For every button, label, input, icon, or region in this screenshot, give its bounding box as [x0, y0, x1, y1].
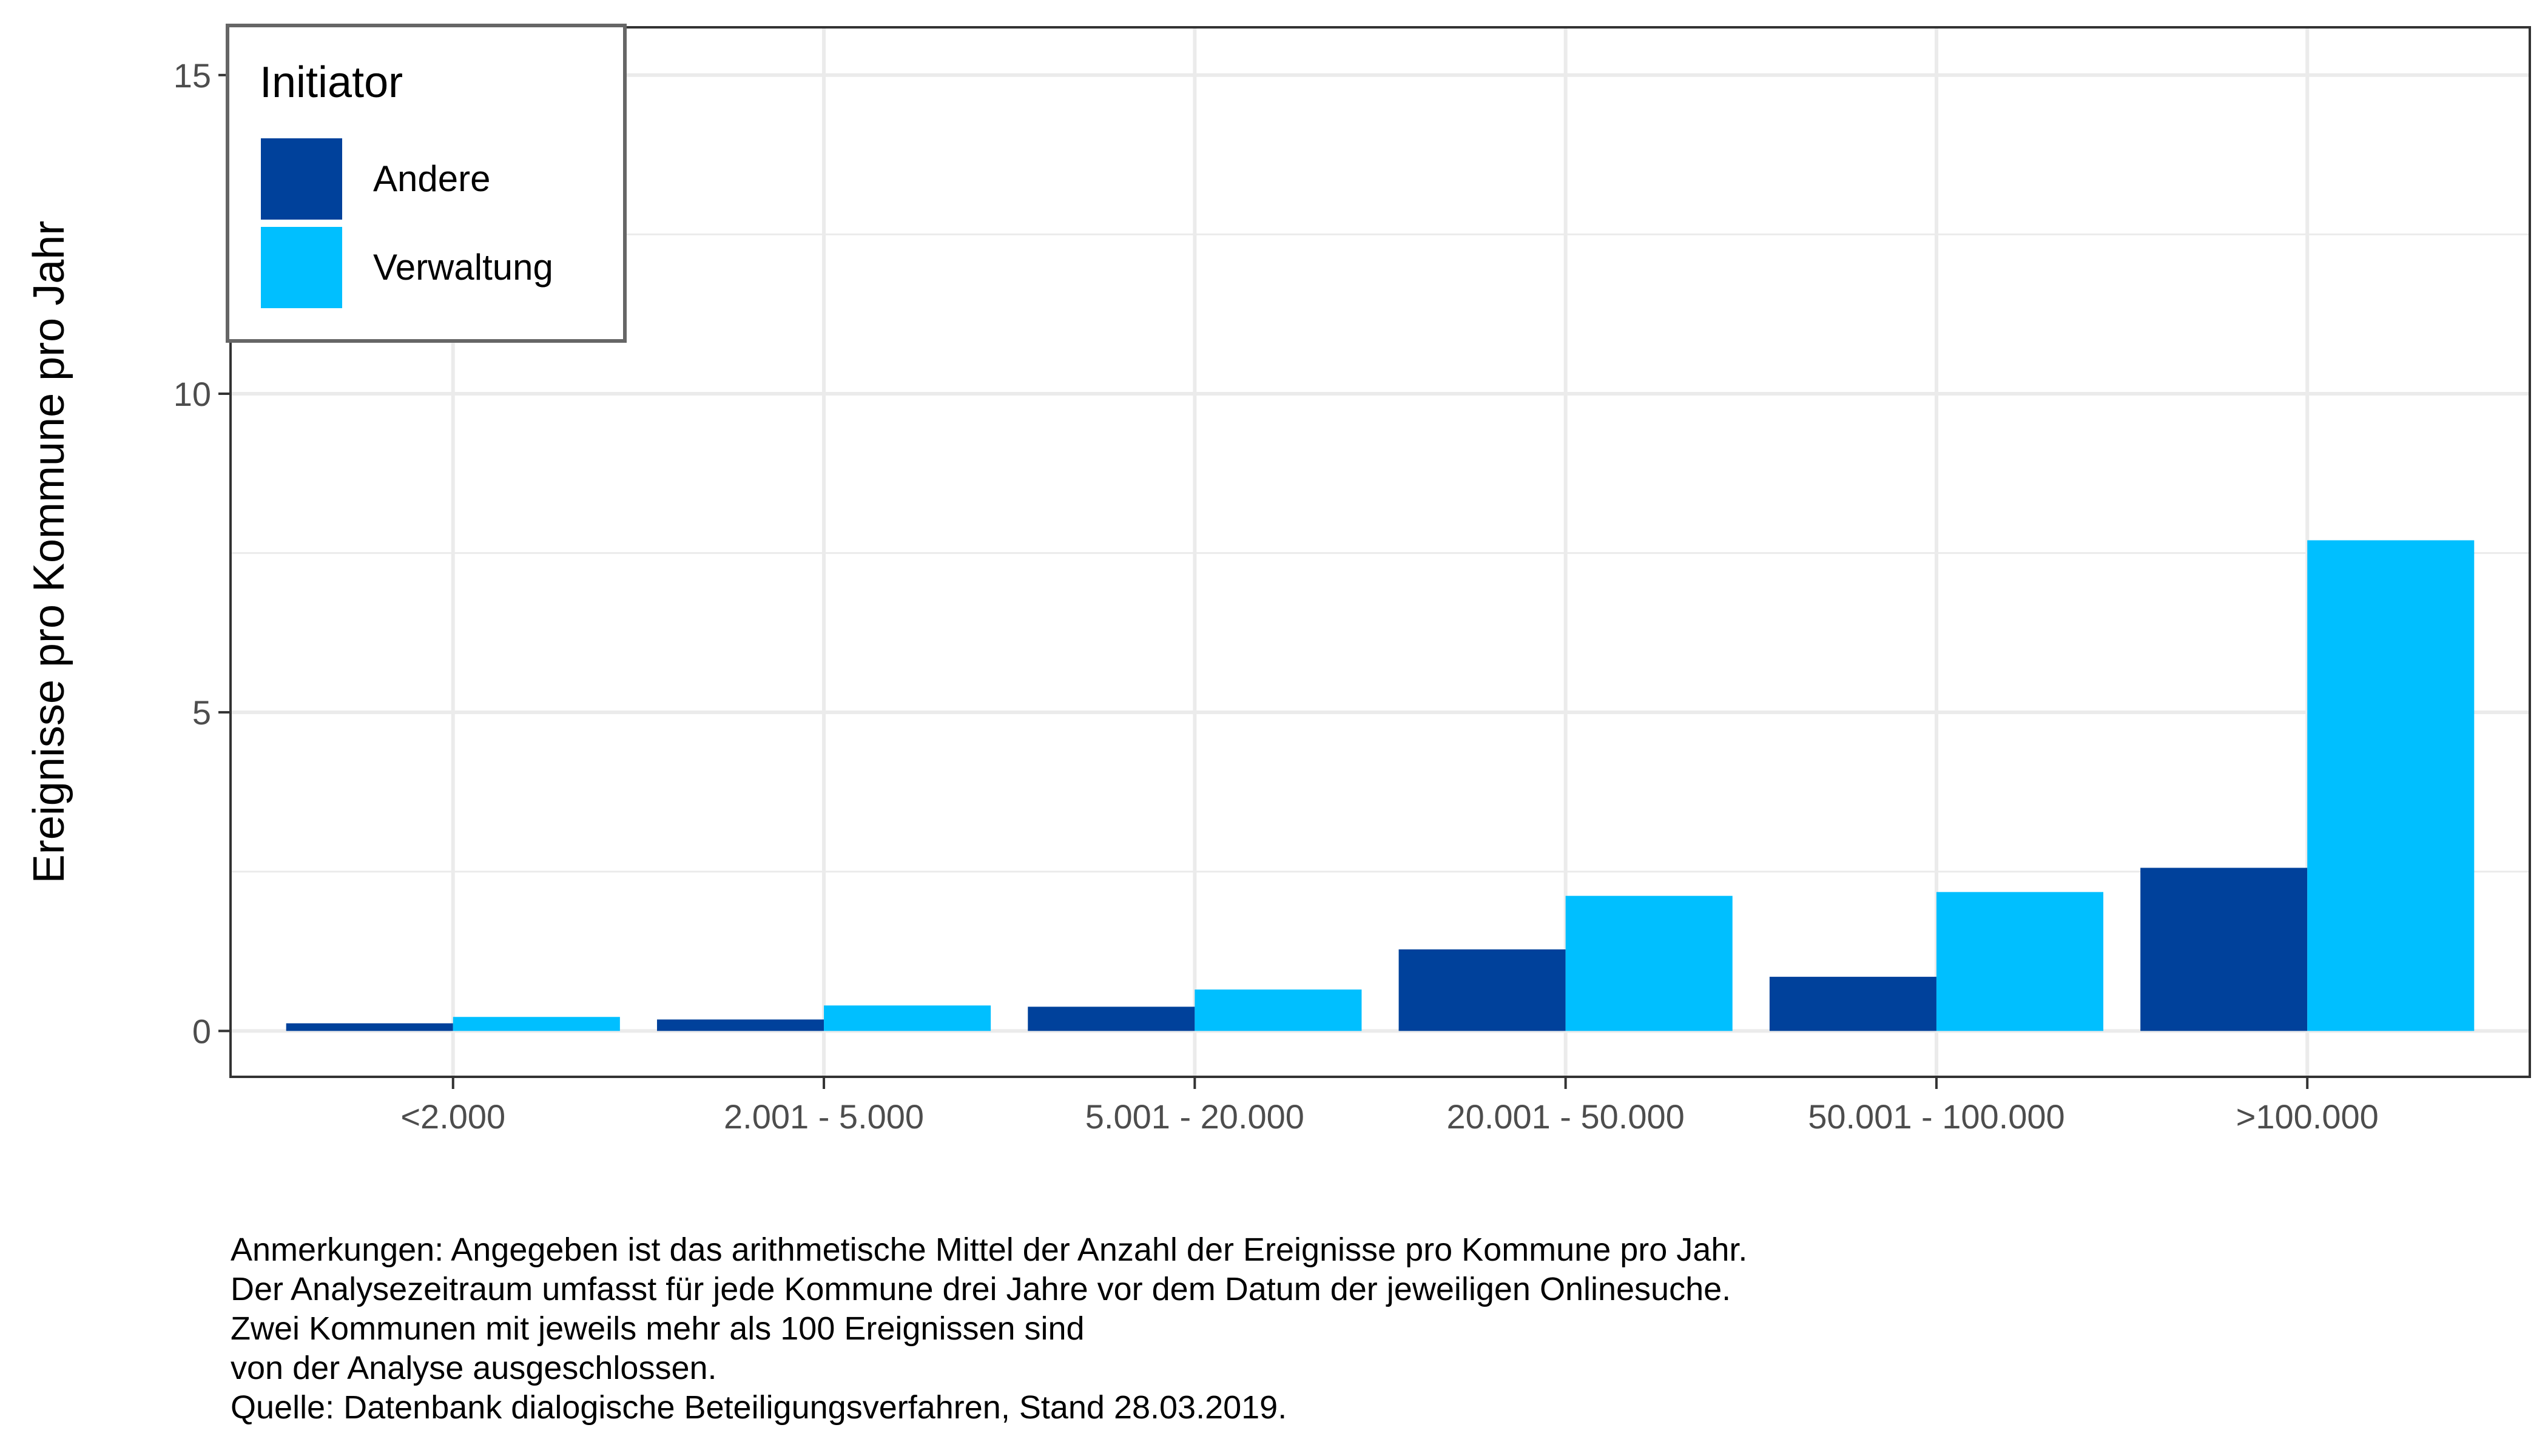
y-tick-label: 15	[174, 56, 211, 95]
legend-title: Initiator	[260, 58, 403, 107]
bar-andere-1	[286, 1023, 453, 1031]
legend-swatch-verwaltung	[261, 227, 342, 308]
caption-line-exclusion-cont: von der Analyse ausgeschlossen.	[231, 1350, 717, 1386]
y-axis-title: Ereignisse pro Kommune pro Jahr	[25, 221, 73, 884]
legend-swatch-andere	[261, 138, 342, 220]
x-tick-label: <2.000	[400, 1097, 505, 1136]
y-tick-label: 10	[174, 375, 211, 413]
bar-andere-6	[2140, 868, 2308, 1031]
legend-label-andere: Andere	[373, 158, 490, 199]
legend-label-verwaltung: Verwaltung	[373, 247, 553, 288]
bars	[286, 540, 2475, 1031]
caption-line-exclusion: Zwei Kommunen mit jeweils mehr als 100 E…	[231, 1310, 1085, 1347]
axes: 0 5 10 15 <2.000 2.001 - 5.000 5.001 - 20.000 2…	[174, 56, 2379, 1136]
y-tick-label: 0	[192, 1012, 211, 1050]
bar-verwaltung-3	[1195, 989, 1362, 1031]
bar-verwaltung-6	[2307, 540, 2475, 1031]
caption-line-notes: Anmerkungen: Angegeben ist das arithmeti…	[231, 1232, 1748, 1268]
legend: Initiator Andere Verwaltung	[226, 24, 627, 343]
bar-andere-3	[1028, 1006, 1195, 1031]
bar-verwaltung-2	[824, 1005, 991, 1031]
caption-line-period: Der Analysezeitraum umfasst für jede Kom…	[231, 1271, 1731, 1307]
bar-andere-4	[1398, 949, 1566, 1031]
bar-andere-2	[656, 1019, 824, 1031]
bar-verwaltung-1	[453, 1017, 620, 1031]
x-tick-label: 50.001 - 100.000	[1808, 1097, 2064, 1136]
caption-line-source: Quelle: Datenbank dialogische Beteiligun…	[231, 1389, 1287, 1426]
bar-verwaltung-5	[1936, 892, 2104, 1031]
y-tick-label: 5	[192, 693, 211, 732]
x-tick-label: 2.001 - 5.000	[724, 1097, 924, 1136]
chart-caption: Anmerkungen: Angegeben ist das arithmeti…	[231, 1230, 2475, 1427]
x-tick-label: 5.001 - 20.000	[1085, 1097, 1304, 1136]
bar-andere-5	[1769, 977, 1936, 1031]
x-tick-label: 20.001 - 50.000	[1446, 1097, 1684, 1136]
bar-verwaltung-4	[1565, 895, 1733, 1031]
x-tick-label: >100.000	[2236, 1097, 2379, 1136]
plot-border	[229, 26, 2531, 1078]
